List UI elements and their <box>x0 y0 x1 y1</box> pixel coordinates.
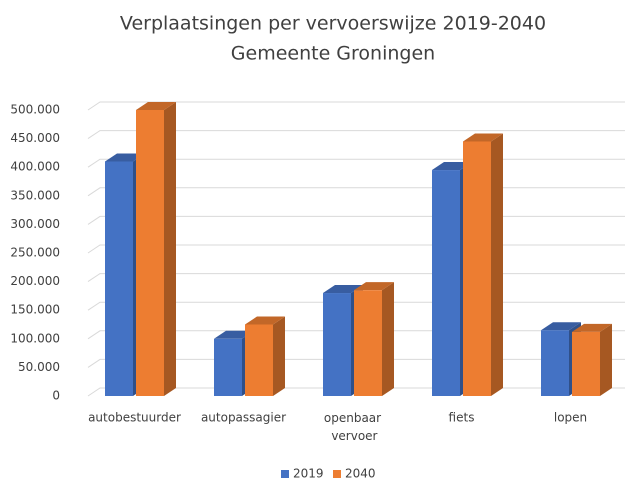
y-tick-label: 0 <box>52 389 60 403</box>
chart-title: Verplaatsingen per vervoerswijze 2019-20… <box>120 13 546 35</box>
bar-side <box>273 316 285 396</box>
y-tick-label: 450.000 <box>10 131 60 145</box>
grid-line <box>87 158 625 168</box>
bar-top <box>245 316 285 325</box>
bar-top <box>463 133 503 142</box>
x-tick-label: openbaar vervoer <box>324 411 381 443</box>
legend-swatch <box>333 470 341 478</box>
bar <box>105 161 133 396</box>
x-tick-label: fiets <box>449 411 475 425</box>
bar-top <box>323 285 363 294</box>
bar-top <box>432 162 472 171</box>
bar <box>463 141 491 396</box>
legend-label: 2019 <box>293 467 324 480</box>
bar-top <box>136 102 176 110</box>
bar <box>432 170 460 396</box>
bar <box>245 324 273 396</box>
chart-subtitle: Gemeente Groningen <box>231 43 435 65</box>
bar-side <box>382 282 394 396</box>
y-tick-label: 300.000 <box>10 217 60 231</box>
y-tick-label: 350.000 <box>10 188 60 202</box>
x-tick-label: lopen <box>554 411 587 425</box>
x-tick-label: autobestuurder <box>88 411 181 425</box>
bar <box>354 290 382 396</box>
y-tick-label: 200.000 <box>10 274 60 288</box>
bar-top <box>354 282 394 291</box>
y-tick-label: 150.000 <box>10 303 60 317</box>
bar-top <box>541 322 581 331</box>
bar-side <box>600 323 612 396</box>
y-tick-label: 400.000 <box>10 160 60 174</box>
y-tick-label: 100.000 <box>10 331 60 345</box>
bar-top <box>214 330 254 339</box>
bar-top <box>105 153 145 162</box>
y-tick-label: 50.000 <box>18 360 60 374</box>
bar <box>572 331 600 396</box>
bar <box>136 110 164 396</box>
y-tick-label: 250.000 <box>10 246 60 260</box>
bar <box>323 293 351 396</box>
legend-swatch <box>281 470 289 478</box>
bar <box>214 338 242 396</box>
x-tick-label: autopassagier <box>201 411 286 425</box>
y-tick-label: 500.000 <box>10 103 60 117</box>
bar-top <box>572 323 612 332</box>
grid-line <box>87 101 625 111</box>
bar-side <box>164 102 176 396</box>
bar <box>541 330 569 396</box>
legend-label: 2040 <box>345 467 376 480</box>
bar-side <box>491 133 503 396</box>
grid-line <box>87 130 625 140</box>
